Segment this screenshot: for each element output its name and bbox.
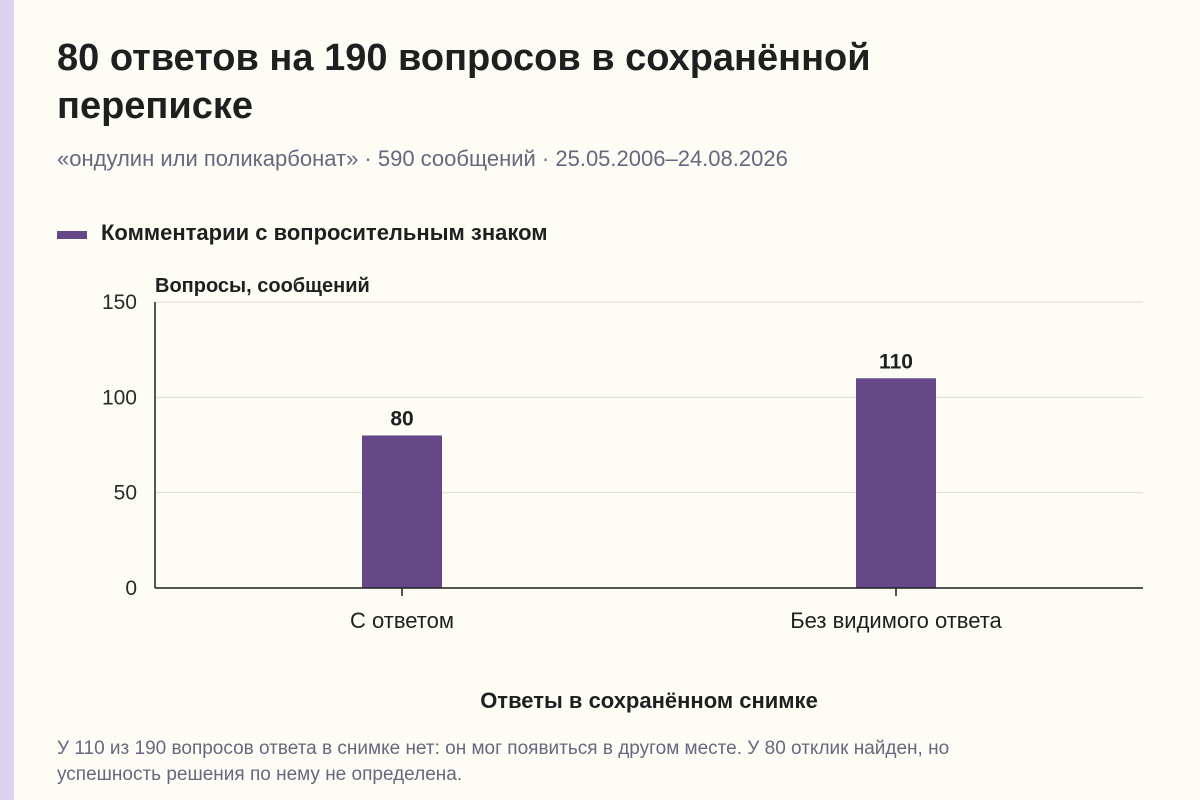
accent-strip — [0, 0, 14, 800]
bar — [856, 378, 936, 588]
x-axis-title: Ответы в сохранённом снимке — [480, 688, 818, 713]
bar-chart: 0 50 100 150 80 С ответом 110 Без видимого отве… — [102, 275, 1143, 633]
chart-subtitle: «ондулин или поликарбонат» · 590 сообщен… — [57, 146, 788, 171]
y-tick-label: 50 — [114, 482, 137, 505]
y-tick-label: 0 — [125, 577, 137, 600]
bar-value-label: 80 — [390, 407, 413, 430]
bar — [362, 435, 442, 588]
chart-title: 80 ответов на 190 вопросов в сохранённой… — [57, 37, 871, 127]
x-tick-label: Без видимого ответа — [790, 608, 1002, 633]
x-tick-label: С ответом — [350, 608, 454, 633]
y-tick-label: 100 — [102, 386, 137, 409]
y-tick-label: 150 — [102, 291, 137, 314]
legend: Комментарии с вопросительным знаком — [57, 219, 548, 247]
y-axis-title: Вопросы, сообщений — [155, 275, 370, 297]
footnote: У 110 из 190 вопросов ответа в снимке не… — [57, 738, 950, 785]
legend-label: Комментарии с вопросительным знаком — [101, 220, 548, 245]
legend-swatch — [57, 231, 87, 239]
bar-value-label: 110 — [879, 350, 913, 373]
